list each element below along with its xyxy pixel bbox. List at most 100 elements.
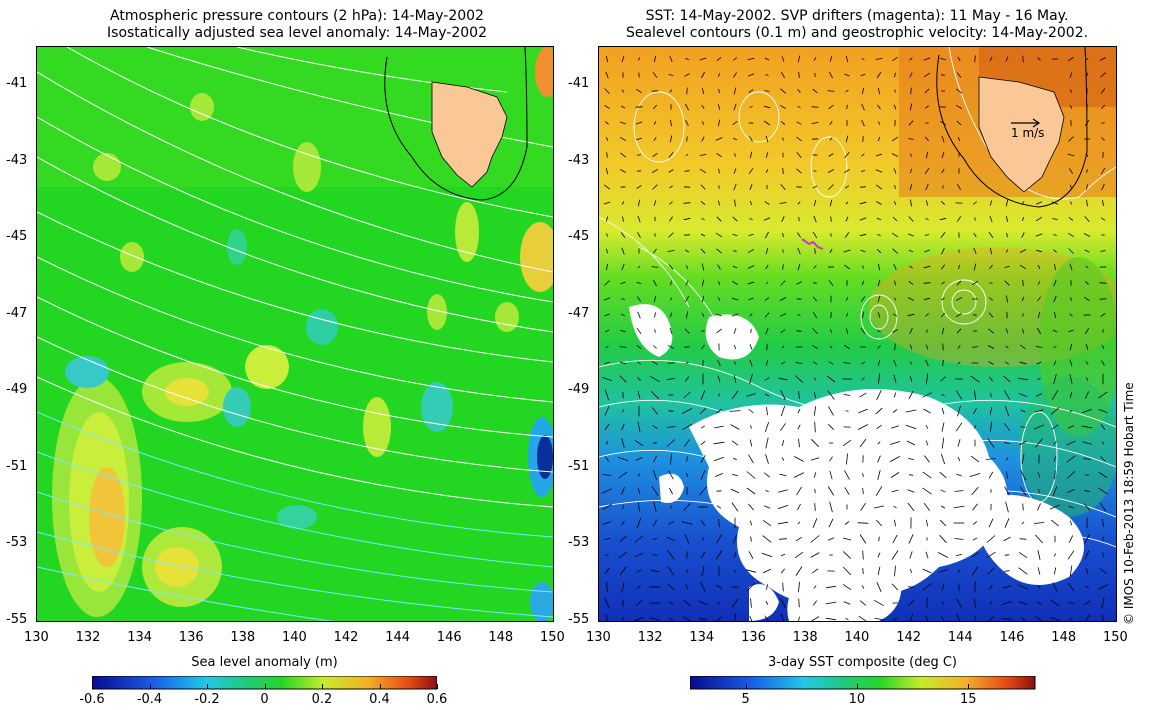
velocity-arrow [1053, 249, 1057, 253]
velocity-arrow [954, 538, 964, 540]
velocity-arrow [971, 566, 979, 576]
velocity-arrow [749, 615, 753, 621]
velocity-arrow [797, 263, 801, 271]
velocity-arrow [618, 471, 628, 479]
velocity-arrow [941, 583, 945, 591]
velocity-arrow [1038, 281, 1040, 285]
velocity-arrow [652, 152, 658, 158]
velocity-arrow [1069, 374, 1073, 384]
velocity-arrow [1053, 441, 1057, 445]
velocity-arrow [925, 424, 929, 430]
velocity-arrow [1020, 617, 1026, 621]
velocity-arrow [1066, 471, 1076, 479]
left-colorbar-tick-mark [379, 684, 381, 689]
velocity-arrow [716, 152, 722, 158]
velocity-arrow [1101, 183, 1105, 191]
velocity-arrow [780, 280, 786, 286]
velocity-arrow [860, 170, 866, 172]
velocity-arrow [1100, 88, 1106, 94]
velocity-arrow [796, 121, 802, 125]
velocity-arrow [637, 502, 641, 512]
velocity-arrow [1084, 534, 1090, 544]
velocity-arrow [782, 137, 784, 141]
velocity-arrow [782, 249, 784, 253]
velocity-arrow [1085, 281, 1089, 285]
velocity-arrow [1085, 567, 1089, 575]
velocity-arrow [1102, 518, 1104, 528]
velocity-arrow [795, 566, 803, 576]
velocity-arrow [651, 407, 659, 415]
velocity-arrow [1003, 442, 1011, 444]
right-map-panel: 1 m/s [598, 46, 1117, 622]
velocity-arrow [860, 361, 866, 365]
pressure-contours [37, 47, 553, 621]
velocity-arrow [973, 425, 977, 429]
velocity-arrow [1100, 313, 1106, 317]
velocity-arrow [619, 375, 627, 383]
left-x-tick-label: 148 [488, 630, 514, 645]
velocity-arrow [874, 599, 884, 607]
velocity-arrow [782, 582, 784, 592]
velocity-arrow [974, 55, 976, 63]
velocity-arrow [670, 280, 672, 286]
velocity-arrow [619, 566, 627, 576]
velocity-arrow [908, 249, 914, 253]
velocity-arrow [1004, 405, 1010, 417]
right-y-tick-label: -53 [568, 535, 590, 551]
velocity-arrow [845, 410, 849, 412]
velocity-arrow [972, 503, 978, 511]
velocity-arrow [1021, 453, 1025, 465]
velocity-arrow [797, 88, 801, 94]
velocity-arrow [670, 453, 672, 465]
velocity-arrow [1082, 408, 1092, 414]
velocity-arrow [621, 520, 625, 526]
velocity-arrow [605, 248, 609, 254]
velocity-arrow [637, 311, 641, 319]
velocity-arrow [606, 152, 608, 158]
velocity-arrow [1069, 72, 1073, 78]
velocity-arrow [1018, 393, 1028, 397]
velocity-arrow [910, 103, 912, 111]
velocity-arrow [877, 345, 881, 349]
velocity-arrow [750, 328, 752, 334]
velocity-arrow [750, 536, 752, 542]
velocity-arrow [682, 423, 692, 431]
velocity-arrow [892, 313, 898, 317]
velocity-arrow [938, 569, 948, 573]
velocity-arrow [905, 424, 917, 430]
left-colorbar-tick-mark [92, 684, 93, 689]
velocity-arrow [669, 312, 673, 318]
velocity-arrow [797, 201, 801, 205]
velocity-arrow [635, 457, 643, 461]
left-colorbar-tick-label: -0.2 [194, 692, 220, 707]
velocity-arrow [717, 297, 721, 301]
velocity-arrow [780, 361, 786, 365]
velocity-arrow [715, 584, 723, 590]
right-x-tick-label: 132 [637, 630, 663, 645]
velocity-arrow [732, 57, 738, 61]
velocity-arrow [780, 553, 786, 557]
left-x-tick-label: 146 [436, 630, 462, 645]
velocity-arrow [749, 359, 753, 367]
velocity-arrow [714, 425, 724, 429]
velocity-arrow [621, 201, 625, 205]
velocity-arrow [1099, 502, 1107, 512]
velocity-arrow [796, 330, 802, 332]
velocity-arrow [1052, 485, 1058, 497]
velocity-arrow [781, 345, 785, 349]
right-colorbar-tick-label: 15 [959, 692, 977, 707]
velocity-arrow [1036, 327, 1042, 335]
velocity-arrow [604, 567, 610, 575]
velocity-arrow [1037, 311, 1041, 319]
velocity-arrow [683, 503, 691, 511]
velocity-arrow [797, 408, 801, 414]
velocity-arrow [764, 201, 770, 205]
left-y-tick-label: -43 [6, 152, 28, 168]
velocity-arrow [765, 169, 769, 173]
velocity-arrow [682, 408, 692, 414]
velocity-arrow [1084, 216, 1090, 222]
velocity-arrow [1054, 311, 1056, 319]
velocity-arrow [604, 105, 610, 109]
velocity-arrow [605, 137, 609, 141]
velocity-arrow [765, 327, 769, 335]
